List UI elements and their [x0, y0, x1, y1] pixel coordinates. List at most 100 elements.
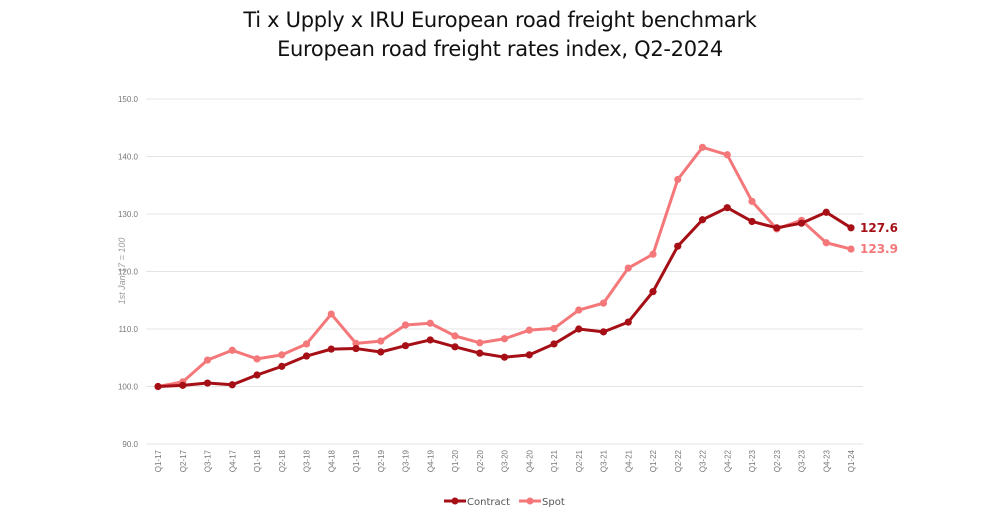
contract-point [847, 224, 855, 232]
x-tick-label: Q3-21 [600, 449, 609, 472]
contract-point [377, 348, 385, 356]
spot-point [575, 306, 583, 314]
contract-point [550, 340, 558, 348]
x-tick-label: Q1-23 [748, 449, 757, 472]
spot-point [476, 339, 484, 347]
x-tick-label: Q1-21 [550, 449, 559, 472]
y-tick-label: 130.0 [118, 210, 139, 219]
spot-point [278, 351, 286, 359]
x-tick-label: Q4-20 [525, 449, 534, 472]
spot-point [228, 346, 236, 354]
x-tick-label: Q4-19 [426, 449, 435, 472]
contract-point [698, 216, 707, 224]
y-axis-label: 1st Jan 17 = 100 [117, 238, 127, 305]
x-tick-label: Q2-21 [575, 449, 584, 472]
spot-point [748, 197, 756, 205]
spot-point [599, 299, 608, 307]
x-tick-label: Q4-18 [327, 449, 336, 472]
legend-item-contract[interactable]: Contract [444, 497, 510, 508]
spot-point [203, 356, 212, 364]
x-tick-label: Q1-22 [649, 449, 658, 472]
spot-point [401, 321, 410, 329]
x-tick-label: Q2-17 [179, 449, 188, 472]
spot-point [426, 319, 434, 327]
contract-point [327, 345, 335, 353]
series-contract [154, 204, 855, 391]
y-tick-label: 90.0 [122, 440, 138, 449]
x-tick-label: Q2-19 [377, 449, 386, 472]
y-tick-label: 150.0 [118, 95, 139, 104]
x-tick-label: Q4-22 [723, 449, 732, 472]
spot-point [847, 245, 855, 253]
x-tick-label: Q4-23 [822, 449, 831, 472]
x-tick-label: Q3-23 [798, 449, 807, 472]
contract-point [476, 349, 484, 357]
spot-point [624, 264, 632, 272]
x-tick-label: Q3-22 [699, 449, 708, 472]
spot-point [674, 175, 682, 184]
chart-title: Ti x Upply x IRU European road freight b… [243, 8, 757, 32]
contract-point [401, 342, 410, 350]
contract-point [451, 343, 459, 351]
contract-point [203, 379, 212, 387]
legend-marker [451, 497, 459, 505]
x-tick-label: Q2-18 [278, 449, 287, 472]
x-tick-label: Q3-20 [501, 449, 510, 472]
contract-point [797, 219, 806, 227]
x-tick-label: Q1-17 [154, 449, 163, 472]
contract-end-label: 127.6 [860, 221, 898, 235]
contract-point [154, 382, 162, 391]
x-tick-label: Q3-18 [303, 449, 312, 472]
x-tick-label: Q1-18 [253, 449, 262, 472]
x-tick-label: Q1-20 [451, 449, 460, 472]
contract-point [500, 353, 509, 361]
y-tick-label: 110.0 [119, 325, 139, 334]
contract-point [822, 208, 830, 216]
chart-subtitle: European road freight rates index, Q2-20… [277, 37, 723, 61]
contract-point [599, 328, 608, 336]
spot-point [649, 250, 657, 258]
contract-point [525, 351, 533, 359]
x-tick-label: Q2-22 [674, 449, 683, 472]
x-tick-label: Q4-17 [228, 449, 237, 472]
contract-point [253, 371, 261, 379]
contract-point [352, 344, 360, 353]
contract-point [179, 381, 187, 389]
spot-point [822, 239, 830, 247]
contract-point [674, 242, 682, 250]
y-tick-label: 120.0 [118, 268, 139, 277]
contract-point [748, 217, 756, 226]
contract-point [773, 224, 781, 232]
contract-point [228, 381, 236, 389]
spot-line [157, 145, 852, 388]
contract-point [723, 204, 731, 212]
spot-point [698, 143, 707, 151]
spot-point [723, 151, 731, 159]
x-tick-label: Q3-19 [402, 449, 411, 472]
spot-point [302, 340, 311, 348]
spot-point [500, 335, 509, 343]
y-tick-label: 140.0 [118, 153, 139, 162]
contract-point [624, 318, 632, 326]
x-tick-label: Q1-19 [352, 449, 361, 472]
spot-end-label: 123.9 [860, 242, 898, 256]
x-tick-label: Q1-24 [847, 449, 856, 472]
x-tick-label: Q2-23 [773, 449, 782, 472]
legend-label: Contract [467, 497, 510, 508]
contract-point [649, 288, 657, 296]
x-tick-label: Q4-21 [624, 449, 633, 472]
legend-item-spot[interactable]: Spot [519, 497, 565, 508]
spot-point [352, 339, 360, 347]
spot-point [377, 337, 385, 345]
spot-point [253, 355, 261, 363]
spot-point [550, 324, 558, 333]
spot-point [327, 310, 335, 318]
y-tick-label: 100.0 [118, 383, 139, 392]
spot-point [525, 326, 533, 334]
contract-point [278, 362, 286, 370]
x-tick-label: Q3-17 [204, 449, 213, 472]
x-tick-label: Q2-20 [476, 449, 485, 472]
spot-point [451, 332, 459, 340]
series-spot [154, 143, 855, 391]
